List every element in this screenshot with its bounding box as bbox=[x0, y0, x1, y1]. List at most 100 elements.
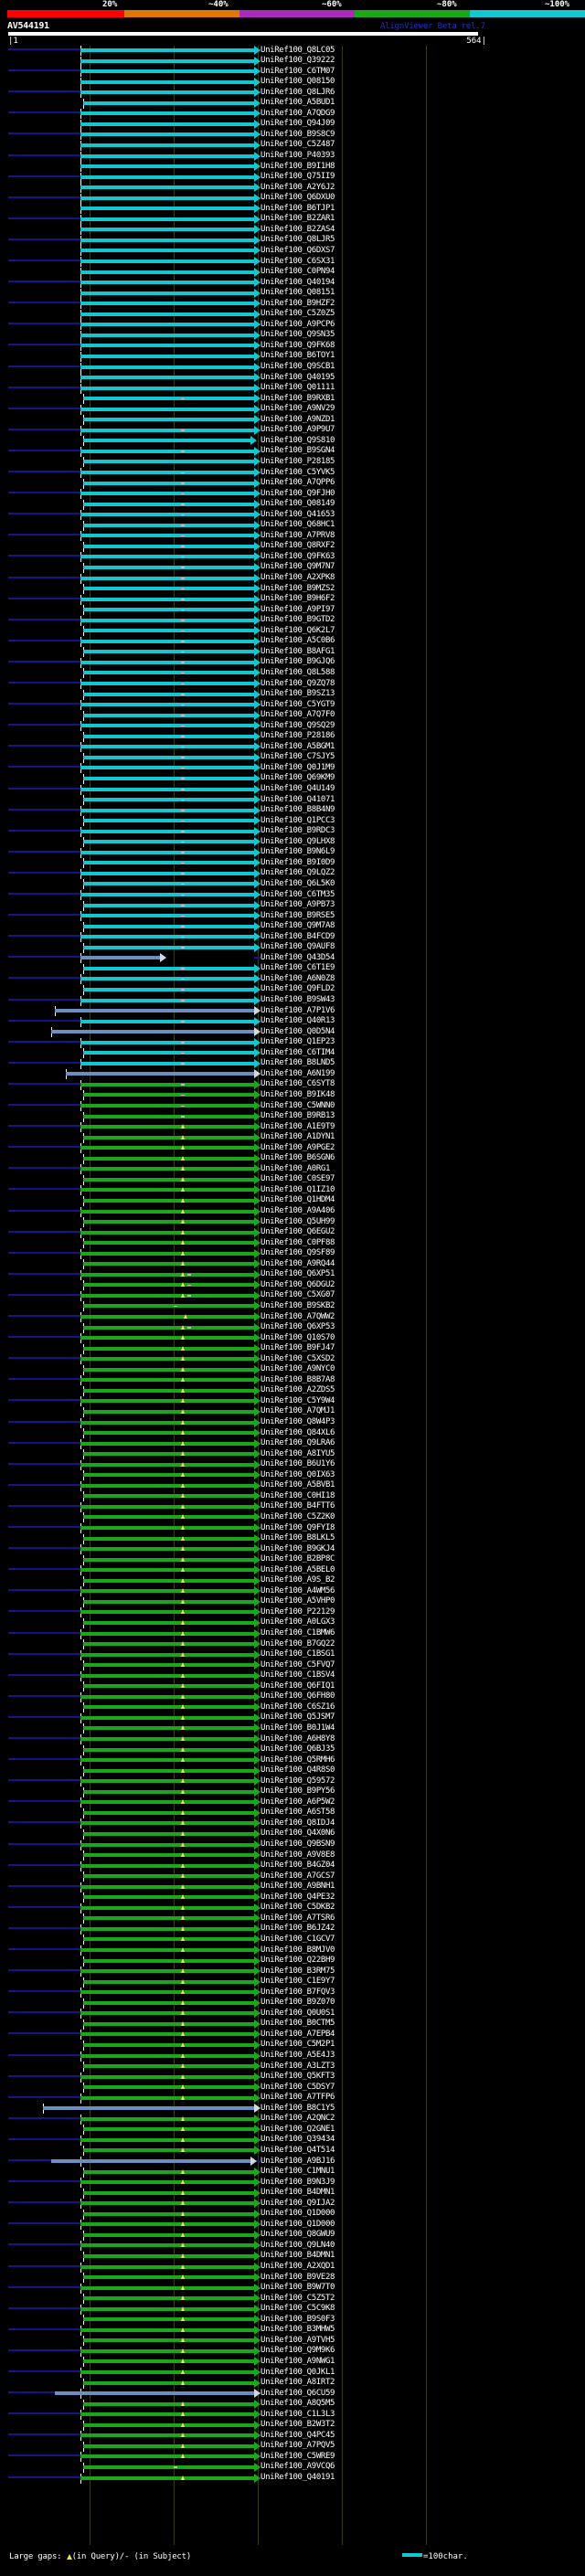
alignment-row[interactable]: UniRef100_B4DMN1 bbox=[0, 2188, 585, 2200]
subject-id-label[interactable]: UniRef100_Q5RMH6 bbox=[261, 1754, 335, 1765]
alignment-row[interactable]: UniRef100_B2W3T2 bbox=[0, 2420, 585, 2432]
subject-id-label[interactable]: UniRef100_C6SX31 bbox=[261, 256, 335, 266]
hsp-bar[interactable] bbox=[51, 1030, 254, 1034]
alignment-row[interactable]: UniRef100_C5M2P1 bbox=[0, 2040, 585, 2051]
alignment-row[interactable]: UniRef100_B8C1Y5 bbox=[0, 2104, 585, 2115]
alignment-row[interactable]: UniRef100_B9Z070 bbox=[0, 1998, 585, 2009]
hsp-bar[interactable] bbox=[80, 2053, 254, 2058]
subject-id-label[interactable]: UniRef100_A1DYN1 bbox=[261, 1132, 335, 1142]
subject-id-label[interactable]: UniRef100_A2XPK8 bbox=[261, 573, 335, 582]
subject-id-label[interactable]: UniRef100_Q08151 bbox=[261, 288, 335, 298]
hsp-bar[interactable] bbox=[83, 2422, 254, 2427]
hsp-bar[interactable] bbox=[83, 418, 254, 422]
subject-id-label[interactable]: UniRef100_B9GKJ4 bbox=[261, 1543, 335, 1553]
hsp-bar[interactable] bbox=[83, 1789, 254, 1794]
subject-id-label[interactable]: UniRef100_Q9SN35 bbox=[261, 330, 335, 340]
subject-id-label[interactable]: UniRef100_A6H8Y8 bbox=[261, 1733, 335, 1744]
subject-id-label[interactable]: UniRef100_C6TM35 bbox=[261, 889, 335, 899]
alignment-row[interactable]: UniRef100_Q2GNE1 bbox=[0, 2125, 585, 2136]
subject-id-label[interactable]: UniRef100_A9BJ16 bbox=[261, 2156, 335, 2166]
subject-id-label[interactable]: UniRef100_A2ZDS5 bbox=[261, 1385, 335, 1395]
subject-id-label[interactable]: UniRef100_C5Z487 bbox=[261, 140, 335, 150]
alignment-row[interactable]: UniRef100_B9H6F2 bbox=[0, 594, 585, 606]
hsp-bar[interactable] bbox=[80, 291, 254, 295]
hsp-bar[interactable] bbox=[83, 671, 254, 675]
alignment-row[interactable]: UniRef100_A3LZT3 bbox=[0, 2062, 585, 2072]
hsp-bar[interactable] bbox=[80, 871, 254, 875]
alignment-row[interactable]: UniRef100_Q10S70 bbox=[0, 1333, 585, 1344]
alignment-row[interactable]: UniRef100_B9RB13 bbox=[0, 1111, 585, 1123]
alignment-row[interactable]: UniRef100_C5XG07 bbox=[0, 1290, 585, 1302]
alignment-row[interactable]: UniRef100_A6ST58 bbox=[0, 1807, 585, 1819]
subject-id-label[interactable]: UniRef100_Q6DGU2 bbox=[261, 1279, 335, 1289]
subject-id-label[interactable]: UniRef100_Q43D54 bbox=[261, 952, 335, 962]
subject-id-label[interactable]: UniRef100_Q0J1M9 bbox=[261, 762, 335, 772]
alignment-row[interactable]: UniRef100_B9RSE5 bbox=[0, 911, 585, 922]
hsp-bar[interactable] bbox=[80, 829, 254, 833]
hsp-bar[interactable] bbox=[83, 2253, 254, 2258]
hsp-bar[interactable] bbox=[83, 1494, 254, 1499]
hsp-bar[interactable] bbox=[83, 945, 254, 949]
subject-id-label[interactable]: UniRef100_A6ST58 bbox=[261, 1807, 335, 1818]
alignment-row[interactable]: UniRef100_A7EPB4 bbox=[0, 2030, 585, 2041]
hsp-bar[interactable] bbox=[80, 1800, 254, 1805]
subject-id-label[interactable]: UniRef100_B6SGN6 bbox=[261, 1153, 335, 1163]
subject-id-label[interactable]: UniRef100_B9S8C9 bbox=[261, 129, 335, 139]
subject-id-label[interactable]: UniRef100_Q5JSM7 bbox=[261, 1712, 335, 1723]
subject-id-label[interactable]: UniRef100_Q10S70 bbox=[261, 1332, 335, 1342]
alignment-row[interactable]: UniRef100_A1E9T9 bbox=[0, 1122, 585, 1133]
alignment-grid[interactable]: UniRef100_Q8LC05 UniRef100_Q39222 UniRef10… bbox=[0, 46, 585, 2545]
subject-id-label[interactable]: UniRef100_Q8LJR5 bbox=[261, 235, 335, 245]
hsp-bar[interactable] bbox=[83, 1895, 254, 1900]
subject-id-label[interactable]: UniRef100_Q08150 bbox=[261, 77, 335, 87]
alignment-row[interactable]: UniRef100_B9FJ47 bbox=[0, 1343, 585, 1355]
alignment-row[interactable]: UniRef100_P40393 bbox=[0, 151, 585, 163]
hsp-bar[interactable] bbox=[83, 1705, 254, 1710]
hsp-bar[interactable] bbox=[80, 1040, 254, 1044]
hsp-bar[interactable] bbox=[80, 1462, 254, 1467]
subject-id-label[interactable]: UniRef100_A9P9U7 bbox=[261, 425, 335, 435]
alignment-row[interactable]: UniRef100_Q5JSM7 bbox=[0, 1712, 585, 1724]
hsp-bar[interactable] bbox=[80, 1926, 254, 1931]
hsp-bar[interactable] bbox=[80, 576, 254, 580]
alignment-row[interactable]: UniRef100_Q9FK68 bbox=[0, 341, 585, 352]
subject-id-label[interactable]: UniRef100_Q9SCB1 bbox=[261, 362, 335, 371]
alignment-row[interactable]: UniRef100_B2BP8C bbox=[0, 1554, 585, 1566]
alignment-row[interactable]: UniRef100_B6U1Y6 bbox=[0, 1459, 585, 1471]
hsp-bar[interactable] bbox=[80, 196, 254, 200]
alignment-row[interactable]: UniRef100_A2QNC2 bbox=[0, 2114, 585, 2125]
subject-id-label[interactable]: UniRef100_A7QMJ1 bbox=[261, 1406, 335, 1416]
subject-id-label[interactable]: UniRef100_A7TFP6 bbox=[261, 2093, 335, 2103]
subject-id-label[interactable]: UniRef100_B8LKL5 bbox=[261, 1533, 335, 1543]
alignment-row[interactable]: UniRef100_B2ZAS4 bbox=[0, 225, 585, 236]
alignment-row[interactable]: UniRef100_Q01111 bbox=[0, 383, 585, 395]
alignment-row[interactable]: UniRef100_Q40194 bbox=[0, 278, 585, 289]
hsp-bar[interactable] bbox=[80, 1483, 254, 1488]
hsp-bar[interactable] bbox=[83, 1135, 254, 1140]
alignment-row[interactable]: UniRef100_Q08150 bbox=[0, 77, 585, 89]
subject-id-label[interactable]: UniRef100_C1E9Y7 bbox=[261, 1977, 335, 1987]
subject-id-label[interactable]: UniRef100_C5Z5T2 bbox=[261, 2293, 335, 2303]
hsp-bar[interactable] bbox=[83, 1304, 254, 1309]
subject-id-label[interactable]: UniRef100_B9RXB1 bbox=[261, 393, 335, 403]
alignment-row[interactable]: UniRef100_A9A406 bbox=[0, 1206, 585, 1218]
subject-id-label[interactable]: UniRef100_A9V8E8 bbox=[261, 1850, 335, 1860]
alignment-row[interactable]: UniRef100_A8IRT2 bbox=[0, 2378, 585, 2390]
alignment-row[interactable]: UniRef100_Q6DXS7 bbox=[0, 246, 585, 257]
hsp-bar[interactable] bbox=[80, 260, 254, 263]
subject-id-label[interactable]: UniRef100_A5BUD1 bbox=[261, 98, 335, 108]
alignment-row[interactable]: UniRef100_B9SKB2 bbox=[0, 1301, 585, 1312]
alignment-row[interactable]: UniRef100_C0PF88 bbox=[0, 1238, 585, 1249]
subject-id-label[interactable]: UniRef100_A9PCP6 bbox=[261, 319, 335, 329]
alignment-row[interactable]: UniRef100_Q8LJR6 bbox=[0, 88, 585, 99]
alignment-row[interactable]: UniRef100_C5Z5T2 bbox=[0, 2294, 585, 2305]
subject-id-label[interactable]: UniRef100_Q40191 bbox=[261, 2473, 335, 2482]
alignment-row[interactable]: UniRef100_Q43D54 bbox=[0, 953, 585, 964]
subject-id-label[interactable]: UniRef100_Q4PC45 bbox=[261, 2430, 335, 2440]
subject-id-label[interactable]: UniRef100_Q9FK68 bbox=[261, 340, 335, 350]
hsp-bar[interactable] bbox=[83, 481, 254, 485]
alignment-row[interactable]: UniRef100_B8LKL5 bbox=[0, 1533, 585, 1545]
alignment-row[interactable]: UniRef100_Q8LJR5 bbox=[0, 235, 585, 247]
alignment-row[interactable]: UniRef100_Q9IJA2 bbox=[0, 2199, 585, 2210]
subject-id-label[interactable]: UniRef100_B3MHW5 bbox=[261, 2325, 335, 2335]
